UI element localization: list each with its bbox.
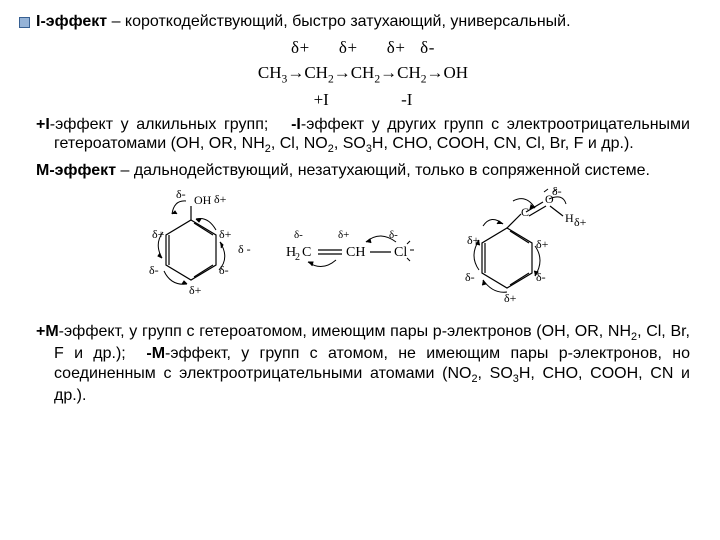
chain-deltas: δ+ δ+ δ+ δ- bbox=[36, 38, 690, 58]
svg-text:δ-: δ- bbox=[149, 263, 159, 277]
svg-text:δ+: δ+ bbox=[504, 291, 517, 305]
m-effect-bold: M-эффект bbox=[36, 162, 116, 179]
svg-text:H: H bbox=[565, 211, 574, 225]
chain-labels: +I -I bbox=[36, 90, 690, 110]
m-effect-explain: +M-эффект, у групп с гетероатомом, имеющ… bbox=[36, 322, 690, 406]
svg-text:δ+: δ+ bbox=[536, 237, 549, 251]
svg-text:δ -: δ - bbox=[238, 242, 251, 256]
struct-carbonyl: C O H δ- δ+ δ+ δ- δ+ δ- δ+ bbox=[441, 186, 611, 314]
svg-text:δ-: δ- bbox=[294, 229, 303, 241]
i-effect-explain: +I-эффект у алкильных групп; -I-эффект у… bbox=[36, 115, 690, 157]
plus-i-text: -эффект у алкильных групп; bbox=[50, 116, 269, 133]
plus-i-bold: +I bbox=[36, 116, 50, 133]
svg-text:δ-: δ- bbox=[389, 229, 398, 241]
structures-row: OH δ+ δ- δ+ δ- δ+ δ- δ+ δ - H2C bbox=[36, 186, 690, 314]
svg-text:δ+: δ+ bbox=[214, 192, 227, 206]
svg-text:δ-: δ- bbox=[465, 270, 475, 284]
struct-vinylcl: H2C CH Cl δ- δ+ δ- bbox=[276, 186, 431, 314]
i-effect-definition: I-эффект – короткодействующий, быстро за… bbox=[36, 12, 690, 32]
delta-line: δ+ δ+ δ+ δ- bbox=[291, 38, 435, 57]
svg-text:Cl: Cl bbox=[394, 245, 407, 260]
svg-text:δ-: δ- bbox=[176, 187, 186, 201]
m-effect-definition: M-эффект – дальнодействующий, незатухающ… bbox=[36, 161, 690, 181]
plus-m-text1: -эффект, у групп с гетероатомом, имеющим… bbox=[59, 323, 631, 340]
plus-m-bold: +M bbox=[36, 323, 59, 340]
struct-phenol: OH δ+ δ- δ+ δ- δ+ δ- δ+ δ - bbox=[116, 186, 266, 314]
i-effect-tail: – короткодействующий, быстро затухающий,… bbox=[107, 13, 570, 30]
svg-text:2: 2 bbox=[295, 252, 300, 263]
svg-text:δ-: δ- bbox=[219, 263, 229, 277]
m-effect-tail: – дальнодействующий, незатухающий, тольк… bbox=[116, 162, 650, 179]
i-effect-bold: I-эффект bbox=[36, 13, 107, 30]
svg-text:δ+: δ+ bbox=[338, 229, 349, 241]
svg-text:δ+: δ+ bbox=[189, 283, 202, 297]
minus-i-bold: -I bbox=[291, 116, 301, 133]
svg-text:OH: OH bbox=[194, 193, 212, 207]
svg-text:δ+: δ+ bbox=[152, 227, 165, 241]
minus-m-bold: -M bbox=[146, 345, 165, 362]
chain-formula: CH3→CH2→CH2→CH2→OH bbox=[36, 63, 690, 86]
svg-text:CH: CH bbox=[346, 245, 365, 260]
oh: OH bbox=[444, 63, 469, 82]
svg-text:δ+: δ+ bbox=[219, 227, 232, 241]
c1: CH bbox=[258, 63, 282, 82]
svg-text:δ+: δ+ bbox=[574, 215, 587, 229]
svg-text:C: C bbox=[521, 205, 529, 219]
svg-text:C: C bbox=[302, 245, 311, 260]
bullet-1 bbox=[19, 17, 30, 28]
